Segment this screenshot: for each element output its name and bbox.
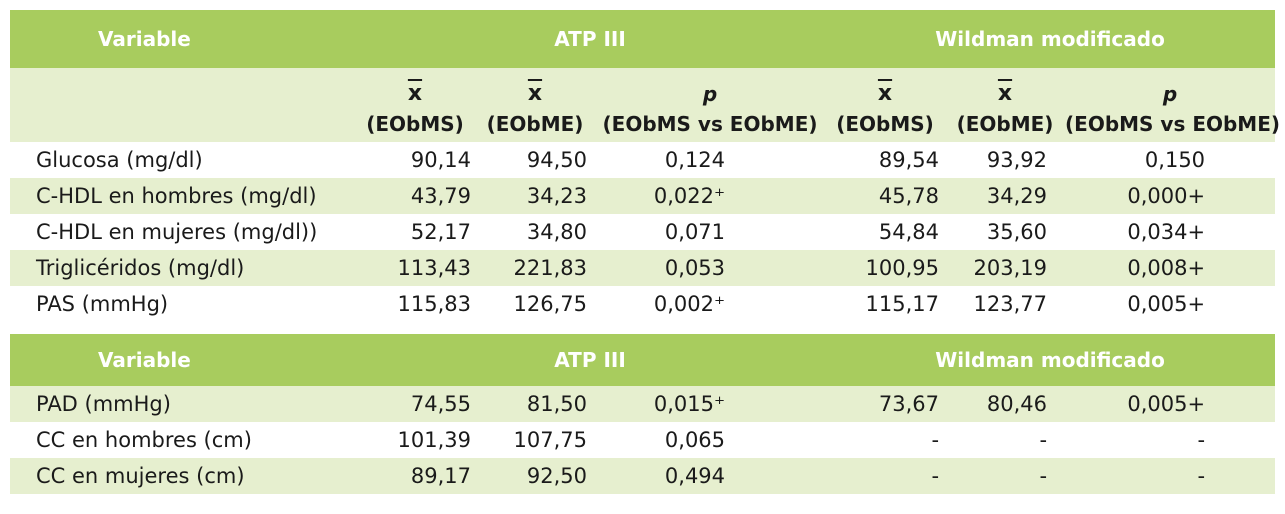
row-value: 52,17 — [355, 214, 475, 250]
row-value: 0,071 — [595, 214, 826, 250]
bottom-rows: PAD (mmHg) 74,55 81,50 0,015⁺ 73,67 80,46 0,00… — [10, 386, 1276, 494]
top-rows: Glucosa (mg/dl) 90,14 94,50 0,124 89,54 93,92… — [10, 142, 1276, 322]
row-value: 0,150 — [1065, 142, 1276, 178]
table-row: C-HDL en hombres (mg/dl) 43,79 34,23 0,022⁺… — [10, 178, 1276, 214]
subheader-empty — [10, 68, 355, 106]
row-value: - — [1065, 458, 1276, 494]
row-value: 0,124 — [595, 142, 826, 178]
row-value: - — [945, 458, 1066, 494]
table-row: CC en mujeres (cm) 89,17 92,50 0,494- - - — [10, 458, 1276, 494]
row-value: 43,79 — [355, 178, 475, 214]
mean-symbol-wild-eobme: x — [945, 68, 1066, 106]
results-table: Variable ATP III Wildman modificado x x … — [10, 10, 1280, 494]
row-value: 74,55 — [355, 386, 475, 422]
header-variable: Variable — [10, 10, 355, 68]
row-value: - — [945, 422, 1066, 458]
row-label: C-HDL en hombres (mg/dl) — [10, 178, 355, 214]
row-value: 0,053 — [595, 250, 826, 286]
table-row: PAD (mmHg) 74,55 81,50 0,015⁺ 73,67 80,46 0,00… — [10, 386, 1276, 422]
header-wildman: Wildman modificado — [825, 10, 1276, 68]
row-value: 0,005+ — [1065, 386, 1276, 422]
table-row: Triglicéridos (mg/dl) 113,43 221,83 0,053 10… — [10, 250, 1276, 286]
row-value: 0,000+ — [1065, 178, 1276, 214]
table-row: CC en hombres (cm) 101,39 107,75 0,065- - - — [10, 422, 1276, 458]
row-value: 35,60 — [945, 214, 1066, 250]
row-value: - — [1065, 422, 1276, 458]
table-row: Glucosa (mg/dl) 90,14 94,50 0,124 89,54 93,92… — [10, 142, 1276, 178]
subheader-symbols-row: x x p x x p — [10, 68, 1276, 106]
row-label: C-HDL en mujeres (mg/dl)) — [10, 214, 355, 250]
row-value: 73,67 — [825, 386, 946, 422]
row-label: CC en hombres (cm) — [10, 422, 355, 458]
row-value: 115,83 — [355, 286, 475, 322]
row-value: 203,19 — [945, 250, 1066, 286]
row-value: 0,015⁺ — [595, 386, 826, 422]
col-wild-p: (EObMS vs EObME) — [1065, 106, 1280, 142]
row-value: 90,14 — [355, 142, 475, 178]
header-variable-2: Variable — [10, 334, 355, 386]
col-wild-eobme: (EObME) — [945, 106, 1066, 142]
row-value: 89,54 — [825, 142, 946, 178]
mean-symbol-atp-eobme: x — [475, 68, 595, 106]
row-value: 123,77 — [945, 286, 1066, 322]
row-value: 81,50 — [475, 386, 595, 422]
row-value: 0,005+ — [1065, 286, 1276, 322]
header-row-2: Variable ATP III Wildman modificado — [10, 334, 1276, 386]
row-value: 45,78 — [825, 178, 946, 214]
row-value: 115,17 — [825, 286, 946, 322]
subheader-empty — [10, 106, 355, 142]
row-value: 80,46 — [945, 386, 1066, 422]
mean-symbol-wild-eobms: x — [825, 68, 946, 106]
row-value: 113,43 — [355, 250, 475, 286]
subheader-groups-row: (EObMS) (EObME) (EObMS vs EObME) (EObMS)… — [10, 106, 1280, 142]
row-value: 0,022⁺ — [595, 178, 826, 214]
row-value: 34,80 — [475, 214, 595, 250]
p-symbol-wild: p — [1065, 68, 1276, 106]
row-label: Glucosa (mg/dl) — [10, 142, 355, 178]
row-value: 34,29 — [945, 178, 1066, 214]
row-value: 54,84 — [825, 214, 946, 250]
row-value: 94,50 — [475, 142, 595, 178]
header-atp-2: ATP III — [355, 334, 826, 386]
row-value: 0,008+ — [1065, 250, 1276, 286]
row-label: CC en mujeres (cm) — [10, 458, 355, 494]
col-atp-p: (EObMS vs EObME) — [595, 106, 826, 142]
row-label: PAS (mmHg) — [10, 286, 355, 322]
row-value: 34,23 — [475, 178, 595, 214]
table-row: PAS (mmHg) 115,83 126,75 0,002⁺ 115,17 123,77… — [10, 286, 1276, 322]
row-value: 93,92 — [945, 142, 1066, 178]
col-wild-eobms: (EObMS) — [825, 106, 946, 142]
results-table-container: Variable ATP III Wildman modificado x x … — [10, 10, 1280, 494]
row-value: - — [825, 458, 946, 494]
row-value: - — [825, 422, 946, 458]
mean-symbol-atp-eobms: x — [355, 68, 475, 106]
col-atp-eobme: (EObME) — [475, 106, 595, 142]
row-value: 100,95 — [825, 250, 946, 286]
row-value: 126,75 — [475, 286, 595, 322]
row-value: 0,065 — [595, 422, 826, 458]
row-value: 89,17 — [355, 458, 475, 494]
header-wildman-2: Wildman modificado — [825, 334, 1276, 386]
p-symbol-atp: p — [595, 68, 826, 106]
row-value: 107,75 — [475, 422, 595, 458]
row-value: 221,83 — [475, 250, 595, 286]
header-row: Variable ATP III Wildman modificado — [10, 10, 1276, 68]
row-value: 0,002⁺ — [595, 286, 826, 322]
row-value: 92,50 — [475, 458, 595, 494]
row-value: 0,494 — [595, 458, 826, 494]
row-value: 101,39 — [355, 422, 475, 458]
section-gap — [10, 322, 1276, 334]
col-atp-eobms: (EObMS) — [355, 106, 475, 142]
row-label: PAD (mmHg) — [10, 386, 355, 422]
header-atp: ATP III — [355, 10, 826, 68]
row-label: Triglicéridos (mg/dl) — [10, 250, 355, 286]
row-value: 0,034+ — [1065, 214, 1276, 250]
table-row: C-HDL en mujeres (mg/dl)) 52,17 34,80 0,071… — [10, 214, 1276, 250]
